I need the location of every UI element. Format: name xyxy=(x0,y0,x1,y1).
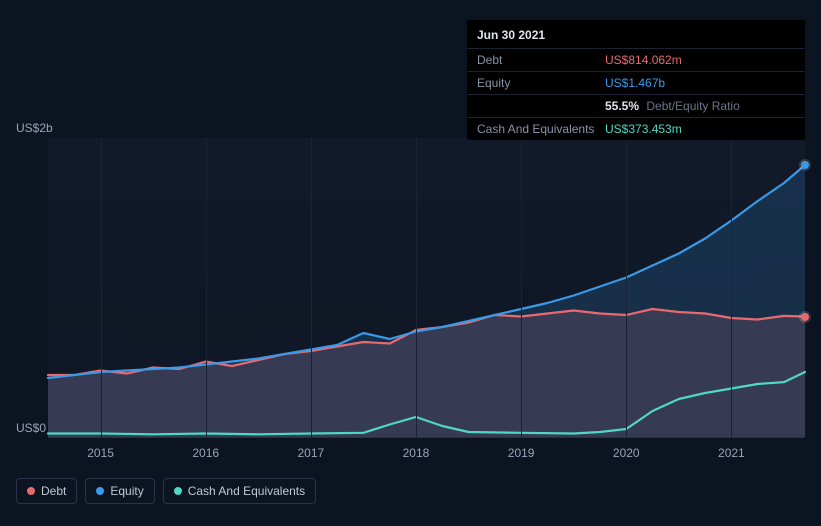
ratio-sub: Debt/Equity Ratio xyxy=(646,99,739,113)
legend: Debt Equity Cash And Equivalents xyxy=(16,478,316,504)
legend-label: Cash And Equivalents xyxy=(188,484,305,498)
x-tick: 2015 xyxy=(87,446,114,460)
x-tick: 2016 xyxy=(192,446,219,460)
tooltip-value: US$373.453m xyxy=(605,122,795,136)
end-marker-equity xyxy=(801,161,809,169)
x-gridline xyxy=(206,138,207,438)
tooltip-row-equity: Equity US$1.467b xyxy=(467,71,805,94)
legend-item-equity[interactable]: Equity xyxy=(85,478,154,504)
debt-equity-chart: US$2b US$0 2015201620172018201920202021 xyxy=(16,120,805,460)
y-tick-top: US$2b xyxy=(16,121,60,135)
tooltip-row-debt: Debt US$814.062m xyxy=(467,48,805,71)
legend-label: Equity xyxy=(110,484,143,498)
x-tick: 2018 xyxy=(403,446,430,460)
legend-item-cash[interactable]: Cash And Equivalents xyxy=(163,478,316,504)
x-tick: 2020 xyxy=(613,446,640,460)
legend-dot-icon xyxy=(174,487,182,495)
x-tick: 2017 xyxy=(297,446,324,460)
x-gridline xyxy=(626,138,627,438)
legend-label: Debt xyxy=(41,484,66,498)
legend-dot-icon xyxy=(96,487,104,495)
x-tick: 2019 xyxy=(508,446,535,460)
tooltip-label: Equity xyxy=(477,76,605,90)
x-gridline xyxy=(731,138,732,438)
tooltip-value: 55.5% Debt/Equity Ratio xyxy=(605,99,795,113)
legend-item-debt[interactable]: Debt xyxy=(16,478,77,504)
x-gridline xyxy=(521,138,522,438)
x-gridline xyxy=(101,138,102,438)
tooltip-label: Cash And Equivalents xyxy=(477,122,605,136)
end-marker-debt xyxy=(801,313,809,321)
tooltip-value: US$814.062m xyxy=(605,53,795,67)
x-tick: 2021 xyxy=(718,446,745,460)
tooltip-label: Debt xyxy=(477,53,605,67)
x-gridline xyxy=(416,138,417,438)
x-baseline xyxy=(48,437,805,438)
x-gridline xyxy=(311,138,312,438)
tooltip-value: US$1.467b xyxy=(605,76,795,90)
plot-area[interactable]: 2015201620172018201920202021 xyxy=(48,138,805,438)
tooltip-row-ratio: 55.5% Debt/Equity Ratio xyxy=(467,94,805,117)
chart-tooltip: Jun 30 2021 Debt US$814.062m Equity US$1… xyxy=(467,20,805,140)
tooltip-row-cash: Cash And Equivalents US$373.453m xyxy=(467,117,805,140)
chart-svg xyxy=(48,138,805,438)
ratio-pct: 55.5% xyxy=(605,99,639,113)
legend-dot-icon xyxy=(27,487,35,495)
tooltip-label xyxy=(477,99,605,113)
tooltip-date: Jun 30 2021 xyxy=(467,20,805,48)
